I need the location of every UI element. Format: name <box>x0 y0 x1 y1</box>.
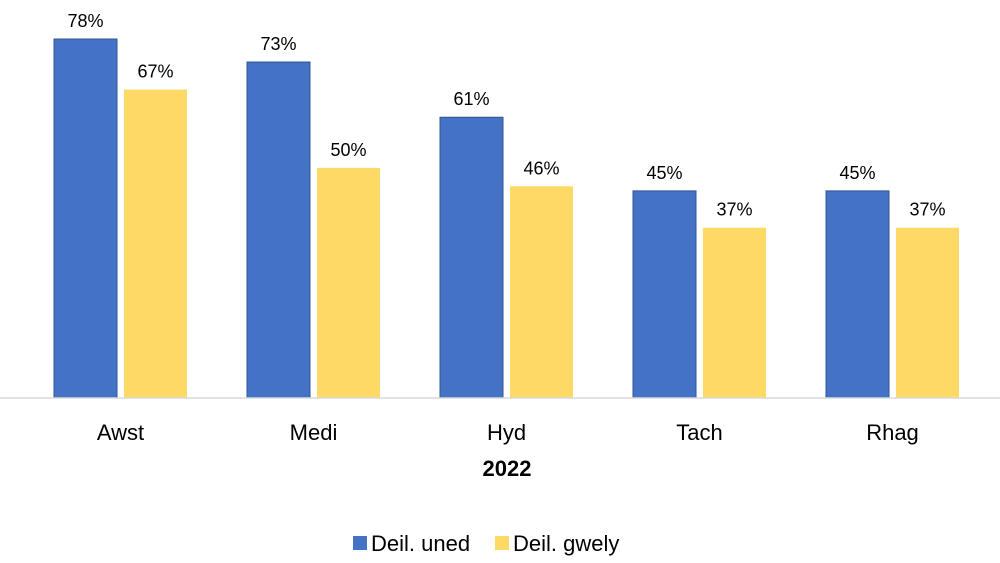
data-label: 78% <box>67 11 103 31</box>
bar-deil-uned-awst <box>53 38 118 399</box>
bar-deil-uned-tach <box>632 190 697 399</box>
data-label: 45% <box>839 163 875 183</box>
bar-deil-gwely-tach <box>703 227 766 398</box>
bar-deil-gwely-rhag <box>896 227 959 398</box>
bar-deil-uned-medi <box>246 61 311 399</box>
bar-deil-gwely-hyd <box>510 186 573 398</box>
x-tick-label: Medi <box>290 420 338 445</box>
legend-label: Deil. gwely <box>513 531 619 556</box>
data-label: 37% <box>909 200 945 220</box>
x-tick-label: Rhag <box>866 420 919 445</box>
data-label: 61% <box>453 89 489 109</box>
bar-deil-gwely-awst <box>124 89 187 398</box>
bar-deil-uned-rhag <box>825 190 890 399</box>
legend: Deil. uned Deil. gwely <box>353 531 619 556</box>
bars-layer <box>53 38 959 399</box>
data-label: 73% <box>260 34 296 54</box>
bar-deil-gwely-medi <box>317 167 380 398</box>
legend-swatch <box>353 536 367 550</box>
data-label: 67% <box>137 62 173 82</box>
data-label: 46% <box>523 158 559 178</box>
x-tick-label: Hyd <box>487 420 526 445</box>
data-label: 50% <box>330 140 366 160</box>
data-label: 45% <box>646 163 682 183</box>
x-tick-label: Tach <box>676 420 722 445</box>
labels-layer: 78% 67% Awst 73% 50% Medi 61% 46% Hyd 45% 37% Tach 4… <box>67 11 945 445</box>
data-label: 37% <box>716 200 752 220</box>
x-tick-label: Awst <box>97 420 144 445</box>
x-axis-group-label: 2022 <box>483 456 532 481</box>
bar-deil-uned-hyd <box>439 116 504 399</box>
legend-label: Deil. uned <box>371 531 470 556</box>
legend-swatch <box>495 536 509 550</box>
